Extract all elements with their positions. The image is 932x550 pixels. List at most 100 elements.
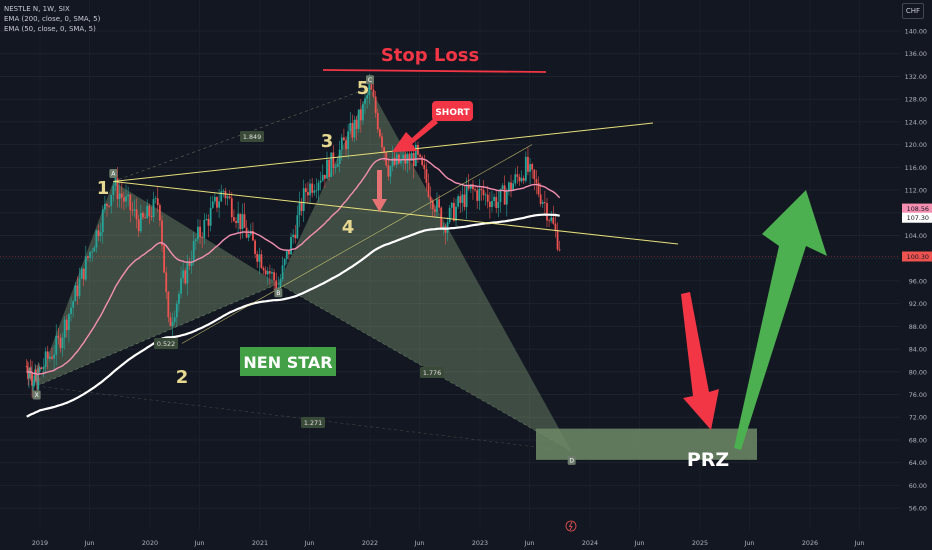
candle-body — [84, 256, 87, 280]
candle-body — [211, 201, 214, 208]
candle-body — [46, 351, 49, 359]
candle-body — [374, 96, 377, 113]
candle-body — [235, 220, 237, 223]
candle-body — [74, 285, 77, 302]
x-tick-label: 2019 — [32, 539, 48, 547]
candle-body — [271, 272, 273, 274]
y-tick-label: 136.00 — [905, 50, 927, 58]
chart-legend: NESTLE N, 1W, SIX EMA (200, close, 0, SM… — [4, 4, 100, 34]
nen-star-label: NEN STAR — [243, 353, 332, 372]
point-marker — [567, 455, 576, 465]
candle-body — [482, 190, 485, 196]
candle-body — [436, 199, 438, 212]
trendline-lower — [113, 181, 679, 245]
candle-body — [55, 335, 58, 355]
candle-body — [254, 240, 256, 254]
y-tick-label: 112.00 — [905, 187, 927, 195]
candle-body — [300, 201, 303, 212]
candle-body — [264, 270, 267, 275]
candle-body — [387, 165, 390, 177]
candle-body — [389, 166, 392, 177]
price-tag — [902, 203, 932, 214]
candle-body — [349, 123, 352, 132]
candle-body — [334, 166, 337, 168]
point-label: D — [569, 458, 574, 465]
candle-body — [370, 84, 373, 90]
x-tick-label: 2023 — [472, 539, 488, 547]
candle-body — [400, 158, 402, 164]
candle-body — [332, 152, 335, 168]
y-tick-label: 72.00 — [909, 414, 927, 422]
candle-body — [165, 272, 168, 293]
candle-body — [423, 164, 426, 170]
candle-body — [383, 147, 386, 153]
candle-body — [467, 185, 470, 189]
candle-body — [510, 182, 512, 191]
candle-body — [343, 137, 345, 141]
candle-body — [304, 188, 307, 192]
candle-body — [527, 156, 529, 172]
candle-body — [190, 262, 193, 266]
y-tick-label: 76.00 — [909, 391, 927, 399]
candle-body — [186, 262, 189, 284]
candle-body — [182, 270, 185, 279]
point-label: X — [35, 392, 39, 399]
candle-body — [99, 232, 102, 237]
candle-body — [125, 196, 127, 202]
candle-body — [239, 213, 242, 230]
candle-body — [142, 212, 144, 218]
candle-body — [144, 217, 146, 219]
candle-body — [91, 251, 94, 253]
candle-body — [103, 203, 106, 210]
candle-body — [150, 216, 153, 218]
candle-body — [256, 253, 259, 262]
candle-body — [152, 199, 155, 218]
candle-body — [51, 356, 53, 359]
candle-body — [197, 226, 199, 240]
candle-body — [414, 144, 417, 167]
candle-body — [317, 182, 320, 191]
candle-body — [65, 319, 68, 331]
candle-body — [488, 201, 491, 208]
candle-body — [158, 205, 161, 221]
candle-body — [326, 159, 328, 179]
candle-body — [171, 321, 174, 327]
candle-body — [453, 202, 455, 221]
currency-button[interactable]: CHF — [902, 3, 924, 19]
candle-body — [463, 194, 466, 208]
candle-body — [112, 185, 115, 195]
harmonic-triangle-bcd — [278, 87, 572, 452]
candle-body — [355, 119, 358, 129]
x-tick-label: Jun — [524, 539, 535, 547]
x-tick-label: Jun — [854, 539, 865, 547]
x-tick-label: 2024 — [582, 539, 598, 547]
candle-body — [372, 89, 375, 97]
y-tick-label: 120.00 — [905, 141, 927, 149]
candle-body — [213, 196, 216, 202]
candle-body — [167, 292, 170, 318]
candle-body — [330, 152, 333, 177]
candle-body — [548, 220, 551, 222]
candle-body — [486, 194, 489, 202]
trendline-channel — [181, 144, 533, 344]
candle-body — [247, 234, 250, 238]
ema50-line — [26, 157, 561, 376]
candle-body — [364, 98, 366, 104]
trendline-upper — [113, 122, 654, 183]
x-tick-label: 2021 — [252, 539, 268, 547]
candle-body — [499, 188, 502, 203]
candle-body — [296, 215, 299, 239]
candle-body — [285, 251, 288, 260]
indicator-ema50: EMA (50, close, 0, SMA, 5) — [4, 25, 96, 33]
candle-body — [70, 307, 72, 315]
candle-body — [302, 188, 305, 212]
candle-body — [539, 194, 542, 204]
y-tick-label: 128.00 — [905, 96, 927, 104]
candle-body — [319, 180, 322, 183]
candle-body — [63, 319, 66, 338]
candle-body — [226, 196, 229, 199]
y-tick-label: 64.00 — [909, 459, 927, 467]
point-label: B — [276, 290, 280, 297]
candle-body — [537, 182, 540, 195]
